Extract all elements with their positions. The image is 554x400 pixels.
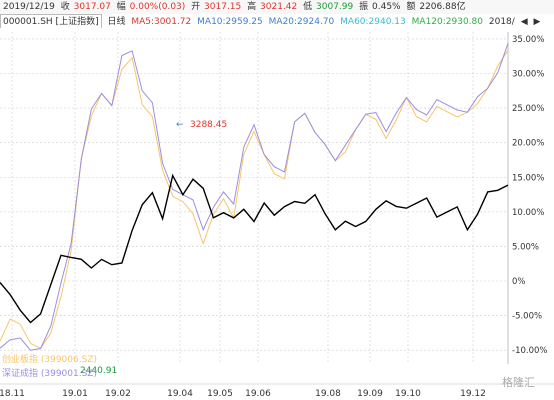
ma20-value: MA20:2924.70 bbox=[268, 17, 335, 27]
y-axis-ticks: 35.00% 30.00% 25.00% 20.00% 15.00% 10.00% 5.00… bbox=[512, 35, 547, 356]
y-tick-label: 35.00% bbox=[512, 35, 544, 45]
x-axis-ticks: 18.11 19.01 19.02 19.04 19.05 19.06 19.08 19.09… bbox=[0, 389, 486, 399]
x-tick-label: 19.08 bbox=[315, 389, 341, 399]
close-value: 3017.07 bbox=[73, 2, 111, 12]
amplitude-label: 振 bbox=[359, 2, 369, 12]
low-value: 3007.99 bbox=[316, 2, 354, 12]
y-tick-label: 0% bbox=[512, 277, 526, 287]
x-tick-label: 19.10 bbox=[395, 389, 421, 399]
amplitude-value: 0.45% bbox=[372, 2, 401, 12]
watermark-logo: 格隆汇 bbox=[502, 376, 535, 389]
series-lines: ← bbox=[0, 43, 509, 351]
arrow-left-icon: ← bbox=[176, 120, 184, 130]
series-line-0 bbox=[0, 173, 509, 324]
open-label: 开 bbox=[191, 2, 201, 12]
low-annotation: 2440.91 bbox=[80, 366, 117, 376]
legend-szse[interactable]: 深证成指 (399001.SZ) bbox=[2, 369, 97, 379]
change-value: 0.00%(0.03) bbox=[129, 2, 186, 12]
ma10-value: MA10:2959.25 bbox=[197, 17, 263, 27]
amount-value: 2206.88亿 bbox=[419, 2, 466, 12]
comparison-chart[interactable]: ← 35.00% 30.00% 25.00% 20.00% 15.00% 10.00% 5.… bbox=[0, 28, 554, 400]
period-button[interactable]: 日线 bbox=[107, 17, 126, 27]
security-code[interactable]: 000001.SH [上证指数] bbox=[0, 14, 102, 28]
change-label: 幅 bbox=[116, 2, 126, 12]
indicator-bar: 000001.SH [上证指数] 日线 MA5:3001.72 MA10:295… bbox=[0, 14, 554, 28]
high-value: 3021.42 bbox=[260, 2, 298, 12]
quote-header: 2019/12/19 收 3017.07 幅 0.00%(0.03) 开 301… bbox=[0, 0, 554, 14]
x-tick-label: 19.01 bbox=[62, 389, 88, 399]
y-tick-label: 10.00% bbox=[512, 208, 544, 218]
x-tick-label: 19.12 bbox=[460, 389, 486, 399]
y-tick-label: 30.00% bbox=[512, 70, 544, 80]
y-tick-label: -10.00% bbox=[512, 346, 547, 356]
x-tick-label: 19.04 bbox=[167, 389, 193, 399]
grid-lines bbox=[0, 32, 554, 385]
amount-label: 额 bbox=[406, 2, 416, 12]
x-tick-label: 19.02 bbox=[105, 389, 131, 399]
close-label: 收 bbox=[60, 2, 70, 12]
x-tick-label: 19.05 bbox=[207, 389, 233, 399]
legend-chinext[interactable]: 创业板指 (399006.SZ) bbox=[2, 355, 97, 365]
y-tick-label: 20.00% bbox=[512, 139, 544, 149]
triangle-left-icon[interactable]: ◀ bbox=[520, 17, 528, 27]
x-tick-label: 18.11 bbox=[0, 389, 25, 399]
ma120-value: MA120:2930.80 bbox=[411, 17, 483, 27]
ma60-value: MA60:2940.13 bbox=[340, 17, 406, 27]
high-label: 高 bbox=[247, 2, 257, 12]
x-tick-label: 19.09 bbox=[357, 389, 383, 399]
x-tick-label: 19.06 bbox=[245, 389, 271, 399]
y-tick-label: 25.00% bbox=[512, 104, 544, 114]
series-line-2 bbox=[0, 43, 509, 351]
quote-date: 2019/12/19 bbox=[3, 2, 55, 12]
low-label: 低 bbox=[303, 2, 313, 12]
y-tick-label: 15.00% bbox=[512, 173, 544, 183]
high-annotation: 3288.45 bbox=[190, 120, 227, 130]
year-button[interactable]: 2018/ bbox=[488, 17, 515, 27]
y-tick-label: 5.00% bbox=[512, 242, 539, 252]
triangle-right-icon[interactable]: ▶ bbox=[533, 17, 541, 27]
ma5-value: MA5:3001.72 bbox=[131, 17, 192, 27]
open-value: 3017.15 bbox=[204, 2, 242, 12]
y-tick-label: -5.00% bbox=[512, 312, 542, 322]
